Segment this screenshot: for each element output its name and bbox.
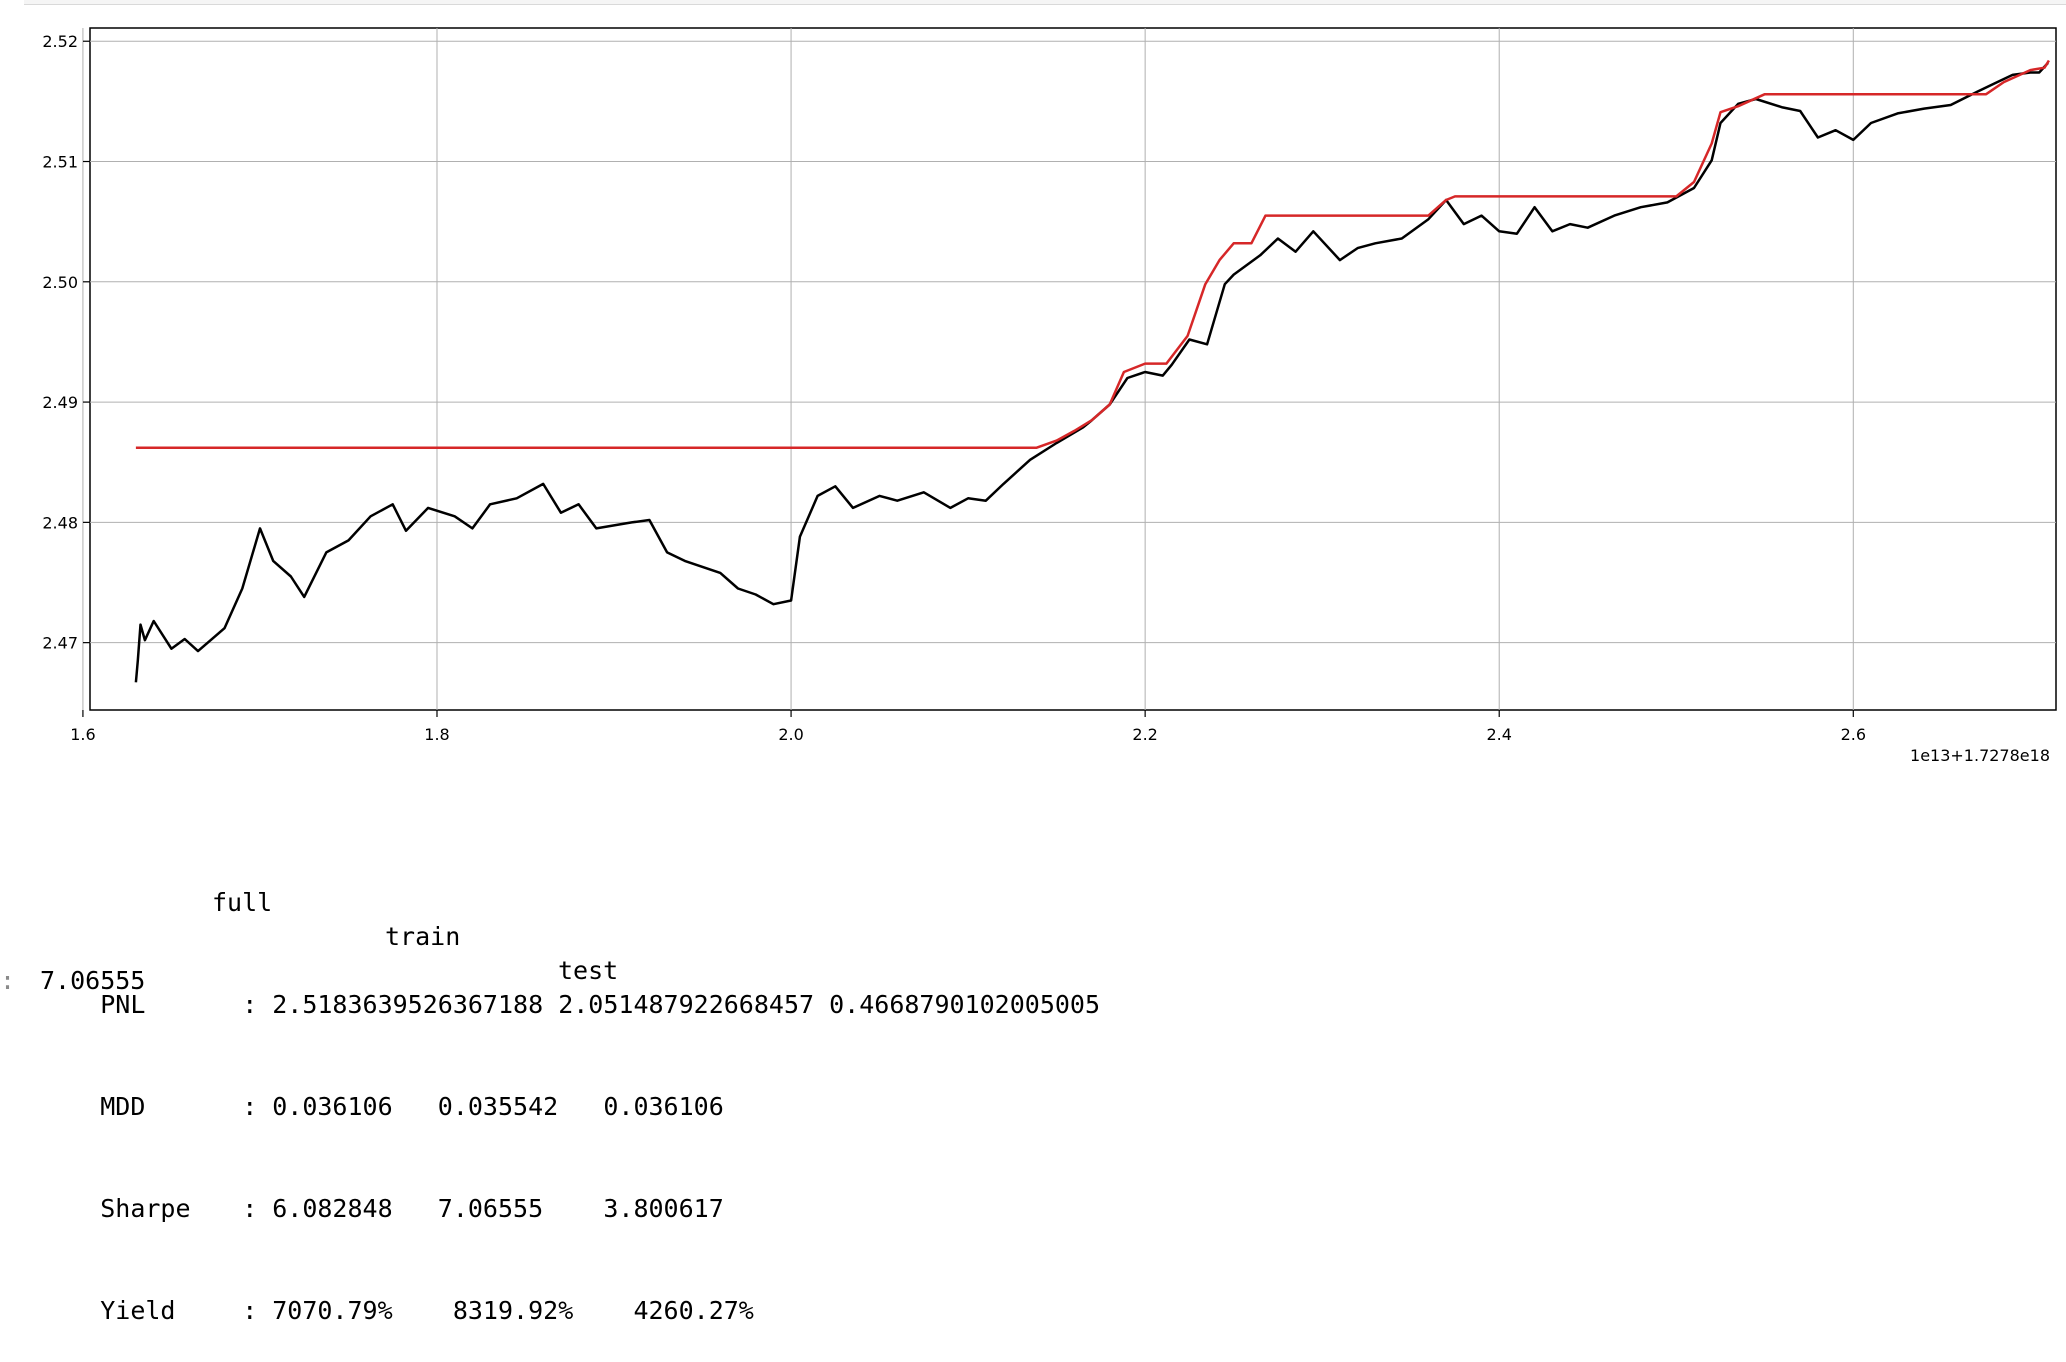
row-separator: : — [242, 990, 258, 1019]
series-line-black — [134, 62, 2049, 683]
y-axis-ticks: 2.47 2.48 2.49 2.50 2.51 2.52 — [42, 32, 90, 653]
x-tick-label: 2.6 — [1841, 725, 1866, 744]
y-tick-label: 2.52 — [42, 32, 78, 51]
stats-header-row: full train test — [40, 852, 1100, 985]
stats-row-mdd: MDD:0.036106 0.035542 0.036106 — [40, 1056, 1100, 1121]
x-tick-label: 2.2 — [1132, 725, 1157, 744]
row-name: PNL — [100, 990, 146, 1019]
row-values: 2.5183639526367188 2.051487922668457 0.4… — [272, 990, 1101, 1019]
row-values: 0.036106 0.035542 0.036106 — [272, 1092, 724, 1121]
x-axis-offset-label: 1e13+1.7278e18 — [1910, 746, 2050, 765]
row-separator: : — [242, 1296, 258, 1325]
plot-area — [89, 27, 2057, 711]
row-values: 6.082848 7.06555 3.800617 — [272, 1194, 724, 1223]
x-tick-label: 2.0 — [778, 725, 803, 744]
x-tick-label: 2.4 — [1486, 725, 1511, 744]
y-tick-label: 2.49 — [42, 393, 78, 412]
stats-row-pnl: PNL:2.5183639526367188 2.051487922668457… — [40, 954, 1100, 1019]
header-full: full — [212, 888, 273, 917]
row-name: Yield — [100, 1296, 176, 1325]
row-name: MDD — [100, 1092, 146, 1121]
series-layer — [134, 59, 2050, 683]
row-name: Sharpe — [100, 1194, 191, 1223]
pnl-line-chart: 1.6 1.8 2.0 2.2 2.4 2.6 2.472.482.492.502.512… — [42, 27, 2057, 765]
y-tick-label: 2.48 — [42, 513, 78, 532]
stats-row-yield: Yield:7070.79% 8319.92% 4260.27% — [40, 1260, 1100, 1325]
row-separator: : — [242, 1092, 258, 1121]
notebook-cell-top-border — [24, 0, 2066, 5]
x-tick-label: 1.6 — [70, 725, 95, 744]
header-train: train — [385, 922, 461, 951]
stats-row-sharpe: Sharpe:6.082848 7.06555 3.800617 — [40, 1158, 1100, 1223]
y-tick-label: 2.47 — [42, 634, 78, 653]
series-line-red — [135, 59, 2050, 450]
y-tick-label: 2.51 — [42, 153, 78, 172]
output-prompt: : — [0, 966, 16, 995]
row-separator: : — [242, 1194, 258, 1223]
grid-lines — [82, 28, 2056, 710]
output-result: 7.06555 — [40, 966, 146, 995]
header-test: test — [558, 956, 619, 985]
stats-table: full train test PNL:2.5183639526367188 2… — [40, 784, 1100, 1328]
x-tick-label: 1.8 — [424, 725, 449, 744]
x-axis-ticks: 1.6 1.8 2.0 2.2 2.4 2.6 — [70, 710, 1866, 744]
row-values: 7070.79% 8319.92% 4260.27% — [272, 1296, 754, 1325]
y-tick-label: 2.50 — [42, 273, 78, 292]
